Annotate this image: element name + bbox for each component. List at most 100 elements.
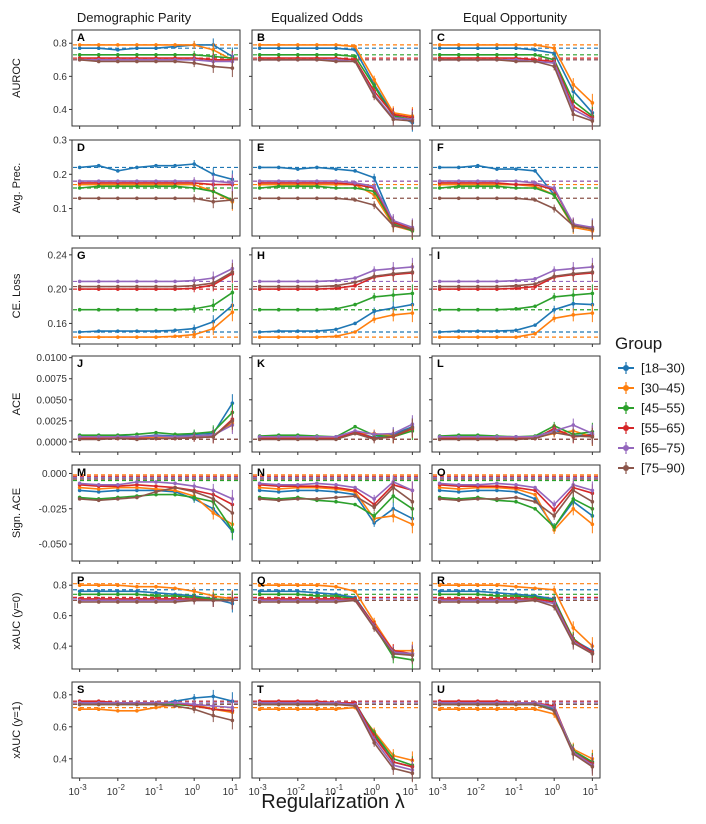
data-point bbox=[334, 286, 338, 291]
data-point bbox=[77, 592, 82, 597]
data-point bbox=[296, 600, 300, 604]
panel-letter: J bbox=[77, 358, 83, 370]
panel-letter: F bbox=[437, 142, 444, 154]
data-point bbox=[372, 514, 376, 518]
data-point bbox=[211, 488, 216, 493]
data-point bbox=[514, 485, 518, 490]
data-point bbox=[476, 707, 480, 711]
panel-a: 0.4 0.6 0.8 A AUROC bbox=[11, 29, 241, 129]
data-point bbox=[315, 57, 319, 62]
data-point bbox=[437, 481, 442, 486]
data-point bbox=[334, 437, 338, 442]
data-point bbox=[257, 592, 262, 597]
panel-c: C bbox=[429, 29, 601, 131]
data-point bbox=[257, 435, 262, 439]
data-point bbox=[296, 184, 300, 189]
data-point bbox=[154, 436, 158, 441]
data-point bbox=[116, 287, 120, 291]
data-point bbox=[257, 46, 262, 51]
data-point bbox=[173, 59, 177, 64]
y-tick-label: 0.0050 bbox=[36, 395, 67, 406]
data-point bbox=[276, 46, 281, 51]
data-point bbox=[495, 329, 499, 333]
data-point bbox=[590, 488, 595, 493]
data-point bbox=[192, 186, 196, 190]
data-point bbox=[476, 184, 480, 189]
data-point bbox=[456, 46, 461, 51]
data-point bbox=[296, 43, 300, 47]
data-point bbox=[353, 276, 357, 280]
y-tick-label: 0.6 bbox=[53, 611, 67, 622]
data-point bbox=[315, 43, 319, 47]
x-axis-title: Regularization λ bbox=[261, 791, 404, 813]
data-point bbox=[192, 283, 196, 288]
data-point bbox=[391, 117, 396, 122]
data-point bbox=[353, 424, 357, 429]
data-point bbox=[391, 494, 396, 498]
data-point bbox=[173, 328, 177, 333]
data-point bbox=[437, 279, 442, 284]
column-title: Demographic Parity bbox=[77, 10, 192, 25]
data-point bbox=[533, 304, 537, 309]
panel-letter: L bbox=[437, 358, 444, 370]
data-point bbox=[296, 488, 300, 493]
data-point bbox=[154, 163, 158, 168]
data-point bbox=[276, 53, 281, 57]
data-point bbox=[77, 287, 82, 291]
data-point bbox=[77, 284, 82, 289]
data-point bbox=[296, 57, 300, 62]
data-point bbox=[552, 268, 556, 273]
data-point bbox=[154, 487, 158, 491]
data-point bbox=[372, 274, 376, 279]
data-point bbox=[495, 435, 499, 439]
data-point bbox=[533, 277, 537, 281]
data-point bbox=[353, 321, 357, 326]
data-point bbox=[353, 198, 357, 202]
data-point bbox=[77, 186, 82, 190]
row-label: AUROC bbox=[11, 58, 23, 98]
y-tick-label: 0.8 bbox=[53, 581, 67, 592]
data-point bbox=[257, 600, 262, 604]
data-point bbox=[372, 203, 376, 207]
data-point bbox=[211, 704, 216, 708]
data-point bbox=[154, 287, 158, 291]
data-point bbox=[296, 196, 300, 201]
data-point bbox=[410, 270, 415, 274]
data-point bbox=[315, 583, 319, 587]
data-point bbox=[533, 497, 537, 501]
data-point bbox=[276, 307, 281, 312]
data-point bbox=[533, 707, 537, 711]
data-point bbox=[437, 307, 442, 312]
data-point bbox=[456, 279, 461, 284]
data-point bbox=[334, 702, 338, 707]
data-point bbox=[353, 598, 357, 603]
data-point bbox=[77, 437, 82, 442]
panel-o: O bbox=[429, 464, 601, 564]
data-point bbox=[476, 307, 480, 312]
y-tick-label: 0.4 bbox=[53, 642, 67, 653]
y-tick-label: 0.8 bbox=[53, 690, 67, 701]
data-point bbox=[495, 179, 499, 183]
data-point bbox=[77, 481, 82, 486]
data-point bbox=[552, 508, 556, 512]
data-point bbox=[514, 43, 518, 47]
data-point bbox=[154, 702, 158, 707]
data-point bbox=[533, 43, 537, 47]
data-point bbox=[116, 488, 120, 493]
data-point bbox=[353, 181, 357, 185]
data-point bbox=[334, 43, 338, 47]
data-point bbox=[334, 495, 338, 500]
data-point bbox=[230, 310, 235, 315]
data-point bbox=[211, 713, 216, 718]
data-point bbox=[257, 279, 262, 284]
panel-l: L bbox=[429, 355, 601, 455]
data-point bbox=[437, 485, 442, 490]
data-point bbox=[552, 709, 556, 713]
data-point bbox=[476, 589, 480, 594]
y-tick-label: 0.16 bbox=[48, 319, 68, 330]
data-point bbox=[476, 437, 480, 442]
data-point bbox=[437, 335, 442, 339]
data-point bbox=[154, 46, 158, 51]
data-point bbox=[116, 179, 120, 183]
